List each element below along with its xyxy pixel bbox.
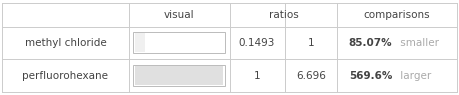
Text: smaller: smaller	[397, 38, 439, 48]
Text: 1: 1	[308, 38, 314, 48]
Text: 0.1493: 0.1493	[239, 38, 275, 48]
FancyBboxPatch shape	[135, 33, 145, 52]
Text: visual: visual	[164, 10, 194, 20]
Text: 6.696: 6.696	[296, 70, 326, 81]
Text: ratios: ratios	[269, 10, 298, 20]
Text: perfluorohexane: perfluorohexane	[22, 70, 108, 81]
Text: 85.07%: 85.07%	[349, 38, 392, 48]
FancyBboxPatch shape	[135, 66, 223, 85]
Text: 1: 1	[254, 70, 260, 81]
Text: comparisons: comparisons	[364, 10, 431, 20]
Text: methyl chloride: methyl chloride	[24, 38, 106, 48]
Text: larger: larger	[397, 70, 431, 81]
Text: 569.6%: 569.6%	[349, 70, 392, 81]
